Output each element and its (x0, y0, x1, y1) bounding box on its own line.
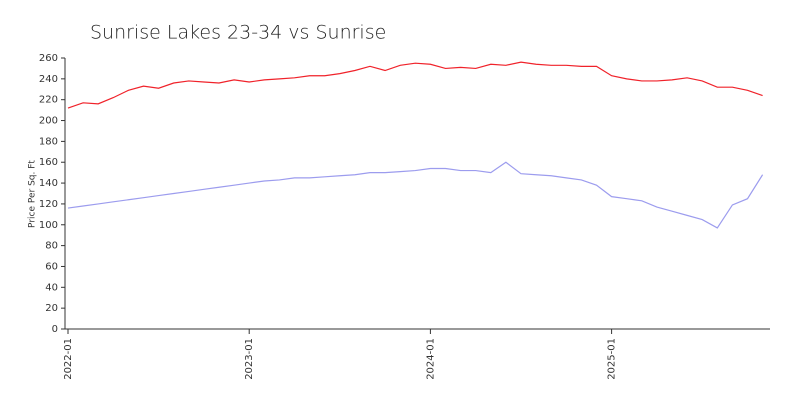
y-tick-label: 260 (39, 53, 58, 64)
x-tick-label: 2023-01 (244, 338, 255, 380)
line-series (67, 161, 764, 229)
x-tick-label: 2024-01 (425, 338, 436, 380)
y-tick-label: 180 (39, 136, 58, 147)
y-tick-label: 60 (45, 261, 58, 272)
y-tick-label: 200 (39, 116, 58, 127)
x-tick-label: 2025-01 (607, 338, 618, 380)
x-tick-label: 2022-01 (63, 338, 74, 380)
line-series (67, 61, 763, 109)
y-tick-label: 140 (39, 178, 58, 189)
y-axis-label: Price Per Sq. Ft (28, 160, 38, 228)
y-tick-label: 80 (45, 241, 58, 252)
y-tick-label: 40 (45, 282, 58, 293)
y-tick-label: 20 (45, 303, 58, 314)
y-tick-label: 100 (39, 220, 58, 231)
y-tick-label: 240 (39, 74, 58, 85)
y-tick-label: 120 (39, 199, 58, 210)
y-tick-label: 220 (39, 95, 58, 106)
chart-title: Sunrise Lakes 23-34 vs Sunrise (90, 22, 386, 44)
y-tick-label: 0 (52, 324, 58, 335)
y-tick-label: 160 (39, 157, 58, 168)
